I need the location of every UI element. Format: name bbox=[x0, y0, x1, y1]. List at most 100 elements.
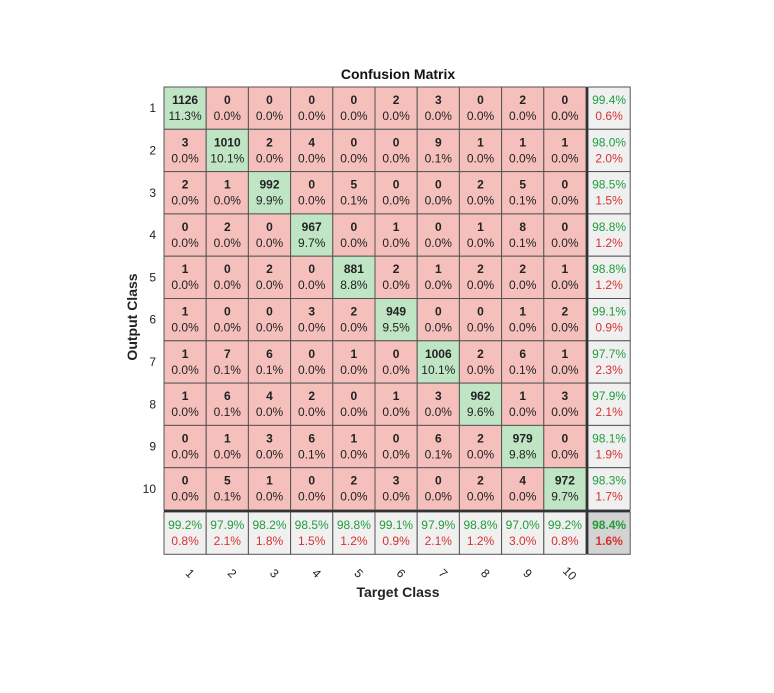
cell-percent-label: 0.1% bbox=[425, 447, 453, 461]
col-summary-correct: 98.5% bbox=[295, 518, 329, 532]
row-summary-correct: 98.1% bbox=[592, 431, 626, 445]
cell-count-label: 7 bbox=[224, 347, 231, 361]
col-summary-error: 0.8% bbox=[171, 534, 199, 548]
cell-count-label: 1 bbox=[393, 389, 400, 403]
cell-count-label: 3 bbox=[393, 474, 400, 488]
cell-count-label: 1 bbox=[562, 262, 569, 276]
cell-percent-label: 0.0% bbox=[298, 151, 326, 165]
cell-r9-c4 bbox=[290, 424, 334, 469]
cell-percent-label: 0.0% bbox=[256, 278, 284, 292]
cell-r9-c3 bbox=[247, 424, 292, 469]
cell-count-label: 0 bbox=[308, 262, 315, 276]
cell-percent-label: 0.0% bbox=[551, 109, 579, 123]
col-summary-cell bbox=[332, 511, 376, 555]
cell-r5-c9 bbox=[501, 255, 545, 300]
row-summary-error: 1.5% bbox=[595, 194, 623, 208]
cell-count-label: 4 bbox=[308, 135, 315, 149]
cell-percent-label: 0.0% bbox=[298, 363, 326, 377]
cell-count-label: 0 bbox=[562, 431, 569, 445]
cell-percent-label: 0.0% bbox=[214, 194, 242, 208]
cell-count-label: 9 bbox=[435, 135, 442, 149]
cell-count-label: 1 bbox=[182, 262, 189, 276]
cell-count-label: 1 bbox=[266, 474, 273, 488]
cell-count-label: 6 bbox=[224, 389, 231, 403]
cell-percent-label: 0.1% bbox=[298, 447, 326, 461]
row-summary-error: 1.2% bbox=[595, 236, 623, 250]
cell-count-label: 1 bbox=[435, 262, 442, 276]
cell-percent-label: 9.9% bbox=[256, 194, 284, 208]
cell-count-label: 1 bbox=[477, 220, 484, 234]
cell-count-label: 0 bbox=[308, 178, 315, 192]
cell-percent-label: 0.0% bbox=[340, 151, 368, 165]
cell-count-label: 2 bbox=[266, 135, 273, 149]
cell-count-label: 2 bbox=[477, 431, 484, 445]
cell-r7-c6 bbox=[374, 340, 418, 384]
cell-count-label: 1 bbox=[182, 305, 189, 319]
cell-percent-label: 0.0% bbox=[298, 321, 326, 335]
row-summary-correct: 99.4% bbox=[592, 93, 626, 107]
col-summary-cell bbox=[374, 511, 418, 555]
cell-percent-label: 0.0% bbox=[256, 447, 284, 461]
cell-count-label: 0 bbox=[308, 474, 315, 488]
cell-percent-label: 0.0% bbox=[425, 194, 453, 208]
cell-percent-label: 0.0% bbox=[509, 405, 537, 419]
cell-percent-label: 0.0% bbox=[509, 109, 537, 123]
cell-percent-label: 0.0% bbox=[382, 109, 410, 123]
x-tick-label: 10 bbox=[560, 564, 580, 584]
cell-percent-label: 0.0% bbox=[214, 236, 242, 250]
cell-count-label: 0 bbox=[308, 347, 315, 361]
cell-r9-c9 bbox=[501, 424, 545, 469]
y-tick-label: 5 bbox=[149, 270, 156, 284]
y-tick-label: 6 bbox=[149, 313, 156, 327]
cell-percent-label: 0.1% bbox=[214, 490, 242, 504]
cell-r8-c2 bbox=[205, 382, 249, 426]
cell-percent-label: 0.0% bbox=[256, 405, 284, 419]
cell-count-label: 0 bbox=[562, 220, 569, 234]
cell-count-label: 2 bbox=[393, 262, 400, 276]
cell-percent-label: 9.6% bbox=[467, 405, 495, 419]
cell-count-label: 2 bbox=[519, 262, 526, 276]
cell-percent-label: 10.1% bbox=[421, 363, 455, 377]
col-summary-correct: 98.8% bbox=[337, 518, 371, 532]
cell-r7-c4 bbox=[290, 340, 334, 384]
cell-r8-c5 bbox=[332, 382, 376, 426]
cell-percent-label: 0.0% bbox=[298, 109, 326, 123]
cell-percent-label: 0.0% bbox=[382, 194, 410, 208]
cell-count-label: 972 bbox=[555, 474, 575, 488]
cell-percent-label: 0.0% bbox=[382, 363, 410, 377]
cell-count-label: 2 bbox=[519, 93, 526, 107]
cell-r4-c5 bbox=[332, 213, 376, 257]
cell-count-label: 0 bbox=[393, 347, 400, 361]
cell-percent-label: 0.0% bbox=[551, 236, 579, 250]
col-summary-error: 1.5% bbox=[298, 534, 326, 548]
cell-r5-c6 bbox=[374, 255, 418, 300]
y-tick-label: 10 bbox=[143, 482, 157, 496]
cell-r8-c6 bbox=[374, 382, 418, 426]
cell-count-label: 4 bbox=[519, 474, 526, 488]
cell-r10-c9 bbox=[501, 467, 545, 511]
cell-percent-label: 0.0% bbox=[509, 151, 537, 165]
overall-accuracy: 98.4% bbox=[592, 518, 626, 532]
col-summary-correct: 97.9% bbox=[210, 518, 244, 532]
col-summary-cell bbox=[290, 511, 334, 555]
cell-percent-label: 0.0% bbox=[256, 236, 284, 250]
cell-count-label: 2 bbox=[393, 93, 400, 107]
cell-count-label: 3 bbox=[435, 93, 442, 107]
cell-r3-c3 bbox=[247, 171, 292, 215]
cell-count-label: 0 bbox=[393, 135, 400, 149]
cell-percent-label: 0.0% bbox=[382, 447, 410, 461]
y-axis-label: Output Class bbox=[124, 273, 140, 360]
cell-r1-c9 bbox=[501, 86, 545, 130]
cell-percent-label: 10.1% bbox=[210, 151, 244, 165]
cell-r1-c2 bbox=[205, 86, 249, 130]
cell-count-label: 0 bbox=[224, 93, 231, 107]
cell-percent-label: 0.0% bbox=[171, 151, 199, 165]
cell-count-label: 2 bbox=[477, 347, 484, 361]
y-tick-label: 7 bbox=[149, 355, 156, 369]
cell-count-label: 1 bbox=[351, 431, 358, 445]
cell-count-label: 0 bbox=[308, 93, 315, 107]
row-summary-correct: 98.8% bbox=[592, 262, 626, 276]
cell-percent-label: 0.0% bbox=[467, 447, 495, 461]
cell-count-label: 1006 bbox=[425, 347, 452, 361]
col-summary-error: 1.2% bbox=[467, 534, 495, 548]
